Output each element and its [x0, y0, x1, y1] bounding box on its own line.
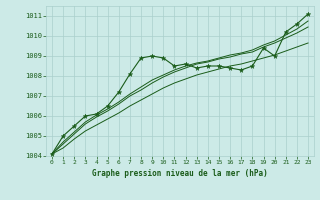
X-axis label: Graphe pression niveau de la mer (hPa): Graphe pression niveau de la mer (hPa): [92, 169, 268, 178]
